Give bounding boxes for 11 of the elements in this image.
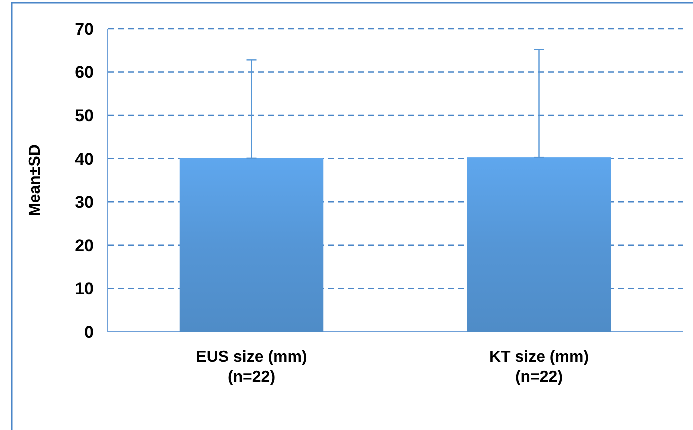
y-tick-label: 60 [75, 63, 94, 82]
y-tick-label: 0 [84, 322, 94, 342]
y-axis-title: Mean±SD [27, 144, 44, 216]
y-tick-label: 30 [75, 193, 94, 212]
y-tick-label: 10 [75, 280, 94, 299]
y-tick-label: 40 [75, 150, 94, 169]
y-tick-label: 50 [75, 106, 94, 126]
y-tick-label: 20 [75, 236, 94, 256]
y-tick-label: 70 [75, 20, 94, 39]
x-tick-label: KT size (mm) (n=22) [489, 349, 590, 386]
x-tick-label: EUS size (mm) (n=22) [196, 349, 308, 386]
